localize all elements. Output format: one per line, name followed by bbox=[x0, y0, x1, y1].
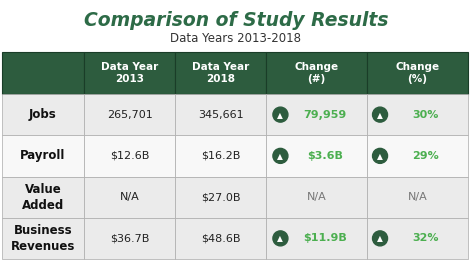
Text: N/A: N/A bbox=[307, 192, 327, 202]
Text: Comparison of Study Results: Comparison of Study Results bbox=[84, 10, 388, 29]
Bar bbox=[2, 52, 84, 94]
Bar bbox=[175, 218, 266, 259]
Text: 345,661: 345,661 bbox=[198, 110, 244, 120]
Bar bbox=[367, 218, 468, 259]
Bar bbox=[84, 218, 175, 259]
Text: 32%: 32% bbox=[412, 233, 438, 243]
Text: ▲: ▲ bbox=[377, 152, 383, 161]
Text: $12.6B: $12.6B bbox=[110, 151, 149, 161]
Bar bbox=[367, 94, 468, 135]
Circle shape bbox=[273, 231, 288, 246]
Text: Change
(%): Change (%) bbox=[395, 62, 439, 84]
Text: Jobs: Jobs bbox=[29, 108, 57, 121]
Bar bbox=[266, 218, 367, 259]
Text: $16.2B: $16.2B bbox=[201, 151, 240, 161]
Text: Data Years 2013-2018: Data Years 2013-2018 bbox=[170, 32, 302, 44]
Text: $27.0B: $27.0B bbox=[201, 192, 241, 202]
Bar bbox=[175, 176, 266, 218]
Circle shape bbox=[372, 231, 388, 246]
Bar bbox=[367, 176, 468, 218]
Circle shape bbox=[372, 148, 388, 163]
Text: ▲: ▲ bbox=[377, 111, 383, 120]
Bar bbox=[367, 52, 468, 94]
Text: $48.6B: $48.6B bbox=[201, 233, 241, 243]
Text: $11.9B: $11.9B bbox=[303, 233, 346, 243]
Circle shape bbox=[372, 107, 388, 122]
Bar bbox=[2, 94, 84, 135]
Text: Data Year
2013: Data Year 2013 bbox=[101, 62, 158, 84]
Bar bbox=[84, 176, 175, 218]
Bar bbox=[175, 94, 266, 135]
Bar bbox=[266, 135, 367, 176]
Text: 29%: 29% bbox=[412, 151, 439, 161]
Text: 30%: 30% bbox=[412, 110, 438, 120]
Text: $3.6B: $3.6B bbox=[307, 151, 343, 161]
Bar bbox=[84, 135, 175, 176]
Text: 265,701: 265,701 bbox=[107, 110, 152, 120]
Bar bbox=[2, 218, 84, 259]
Bar bbox=[367, 135, 468, 176]
Bar bbox=[175, 52, 266, 94]
Text: Payroll: Payroll bbox=[20, 149, 66, 162]
Text: ▲: ▲ bbox=[278, 152, 283, 161]
Text: Data Year
2018: Data Year 2018 bbox=[192, 62, 249, 84]
Bar bbox=[266, 52, 367, 94]
Bar bbox=[2, 176, 84, 218]
Text: $36.7B: $36.7B bbox=[110, 233, 149, 243]
Text: Value
Added: Value Added bbox=[22, 183, 64, 212]
Text: N/A: N/A bbox=[120, 192, 139, 202]
Circle shape bbox=[273, 107, 288, 122]
Bar bbox=[175, 135, 266, 176]
Text: 79,959: 79,959 bbox=[303, 110, 346, 120]
Text: ▲: ▲ bbox=[278, 111, 283, 120]
Bar bbox=[84, 94, 175, 135]
Text: Change
(#): Change (#) bbox=[295, 62, 339, 84]
Text: ▲: ▲ bbox=[377, 234, 383, 243]
Circle shape bbox=[273, 148, 288, 163]
Text: Business
Revenues: Business Revenues bbox=[11, 224, 75, 253]
Text: ▲: ▲ bbox=[278, 234, 283, 243]
Bar bbox=[2, 135, 84, 176]
Bar bbox=[266, 176, 367, 218]
Bar bbox=[84, 52, 175, 94]
Bar bbox=[266, 94, 367, 135]
Text: N/A: N/A bbox=[407, 192, 427, 202]
